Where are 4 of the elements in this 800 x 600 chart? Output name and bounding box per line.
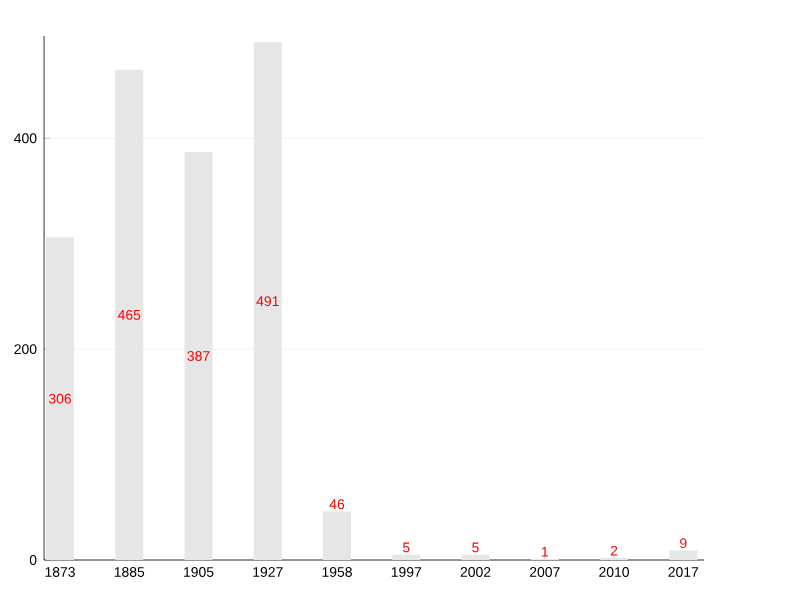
- bar: [323, 511, 352, 560]
- bar: [461, 554, 490, 560]
- bar: [669, 550, 698, 560]
- bar: [392, 554, 421, 560]
